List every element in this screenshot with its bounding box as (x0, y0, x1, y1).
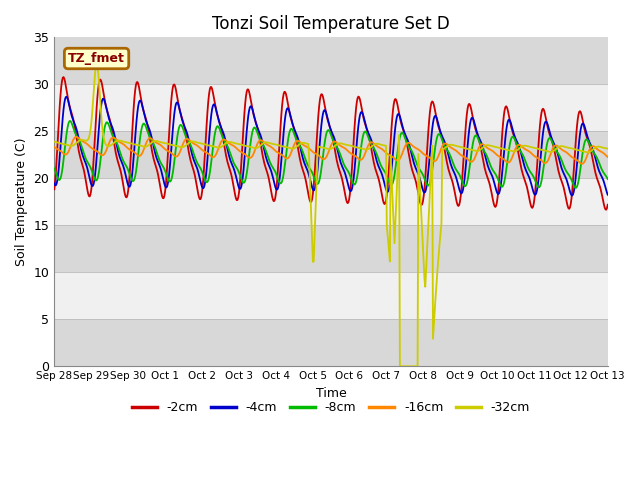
-32cm (396, 363, 404, 369)
-8cm (60, 150, 68, 156)
-4cm (568, 192, 576, 198)
-16cm (399, 149, 407, 155)
-8cm (604, 176, 612, 182)
-16cm (604, 154, 612, 160)
Bar (54, 37, 608, 84)
-2cm (174, 100, 182, 106)
Y-axis label: Soil Temperature (C): Soil Temperature (C) (15, 138, 28, 266)
-32cm (60, 141, 68, 147)
-32cm (416, 183, 424, 189)
-16cm (118, 141, 126, 146)
-32cm (174, 144, 182, 149)
Bar (54, 225, 608, 272)
-32cm (93, 61, 100, 67)
Line: -4cm: -4cm (54, 97, 608, 195)
-16cm (579, 161, 586, 167)
-4cm (415, 173, 423, 179)
-4cm (174, 101, 182, 107)
-8cm (415, 166, 423, 171)
-2cm (415, 195, 423, 201)
-8cm (66, 118, 74, 124)
Line: -2cm: -2cm (54, 77, 608, 210)
-2cm (602, 207, 610, 213)
-2cm (399, 126, 407, 132)
-16cm (204, 150, 211, 156)
-4cm (51, 180, 58, 186)
-2cm (60, 74, 67, 80)
Line: -8cm: -8cm (54, 121, 608, 188)
-2cm (61, 79, 69, 84)
-8cm (51, 166, 58, 171)
Title: Tonzi Soil Temperature Set D: Tonzi Soil Temperature Set D (212, 15, 450, 33)
-32cm (604, 146, 612, 152)
-32cm (204, 142, 211, 148)
-4cm (399, 125, 407, 131)
Legend: -2cm, -4cm, -8cm, -16cm, -32cm: -2cm, -4cm, -8cm, -16cm, -32cm (127, 396, 535, 420)
Line: -16cm: -16cm (54, 137, 608, 164)
-32cm (400, 363, 408, 369)
-2cm (51, 186, 58, 192)
-4cm (604, 192, 612, 198)
-8cm (118, 155, 126, 161)
-8cm (174, 128, 182, 134)
Text: TZ_fmet: TZ_fmet (68, 52, 125, 65)
-4cm (63, 94, 70, 100)
Bar (54, 84, 608, 132)
-16cm (73, 134, 81, 140)
-8cm (204, 179, 211, 185)
X-axis label: Time: Time (316, 387, 346, 400)
-32cm (51, 139, 58, 144)
Bar (54, 132, 608, 179)
-16cm (51, 144, 58, 150)
-8cm (399, 131, 407, 136)
Bar (54, 179, 608, 225)
Line: -32cm: -32cm (54, 64, 608, 366)
-2cm (604, 202, 612, 207)
-4cm (204, 156, 211, 162)
-4cm (118, 160, 126, 166)
-2cm (204, 109, 211, 115)
-2cm (118, 175, 126, 180)
-32cm (118, 138, 126, 144)
-16cm (60, 151, 68, 157)
-4cm (60, 100, 68, 106)
Bar (54, 272, 608, 319)
-16cm (174, 152, 182, 158)
-16cm (415, 147, 423, 153)
-8cm (572, 185, 579, 191)
Bar (54, 319, 608, 366)
